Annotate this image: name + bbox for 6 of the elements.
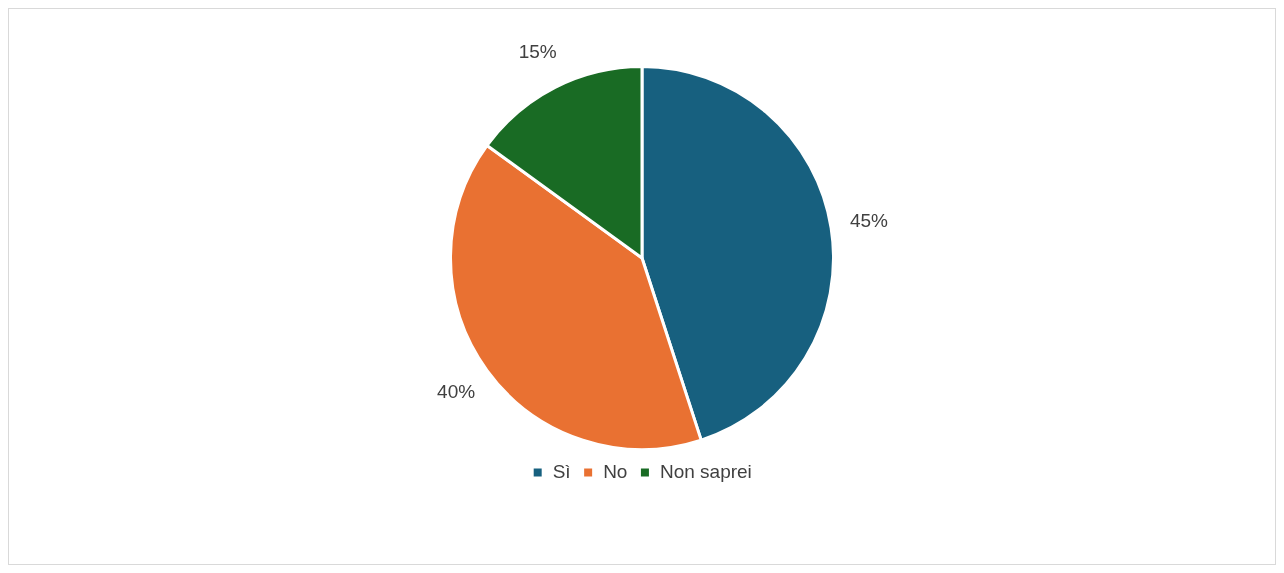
data-label: 15% — [518, 41, 557, 63]
legend-label: No — [603, 460, 628, 482]
data-label: 45% — [849, 210, 889, 232]
legend-label: Sì — [552, 460, 571, 482]
data-label: 40% — [437, 381, 476, 403]
legend-label: Non saprei — [659, 460, 752, 482]
